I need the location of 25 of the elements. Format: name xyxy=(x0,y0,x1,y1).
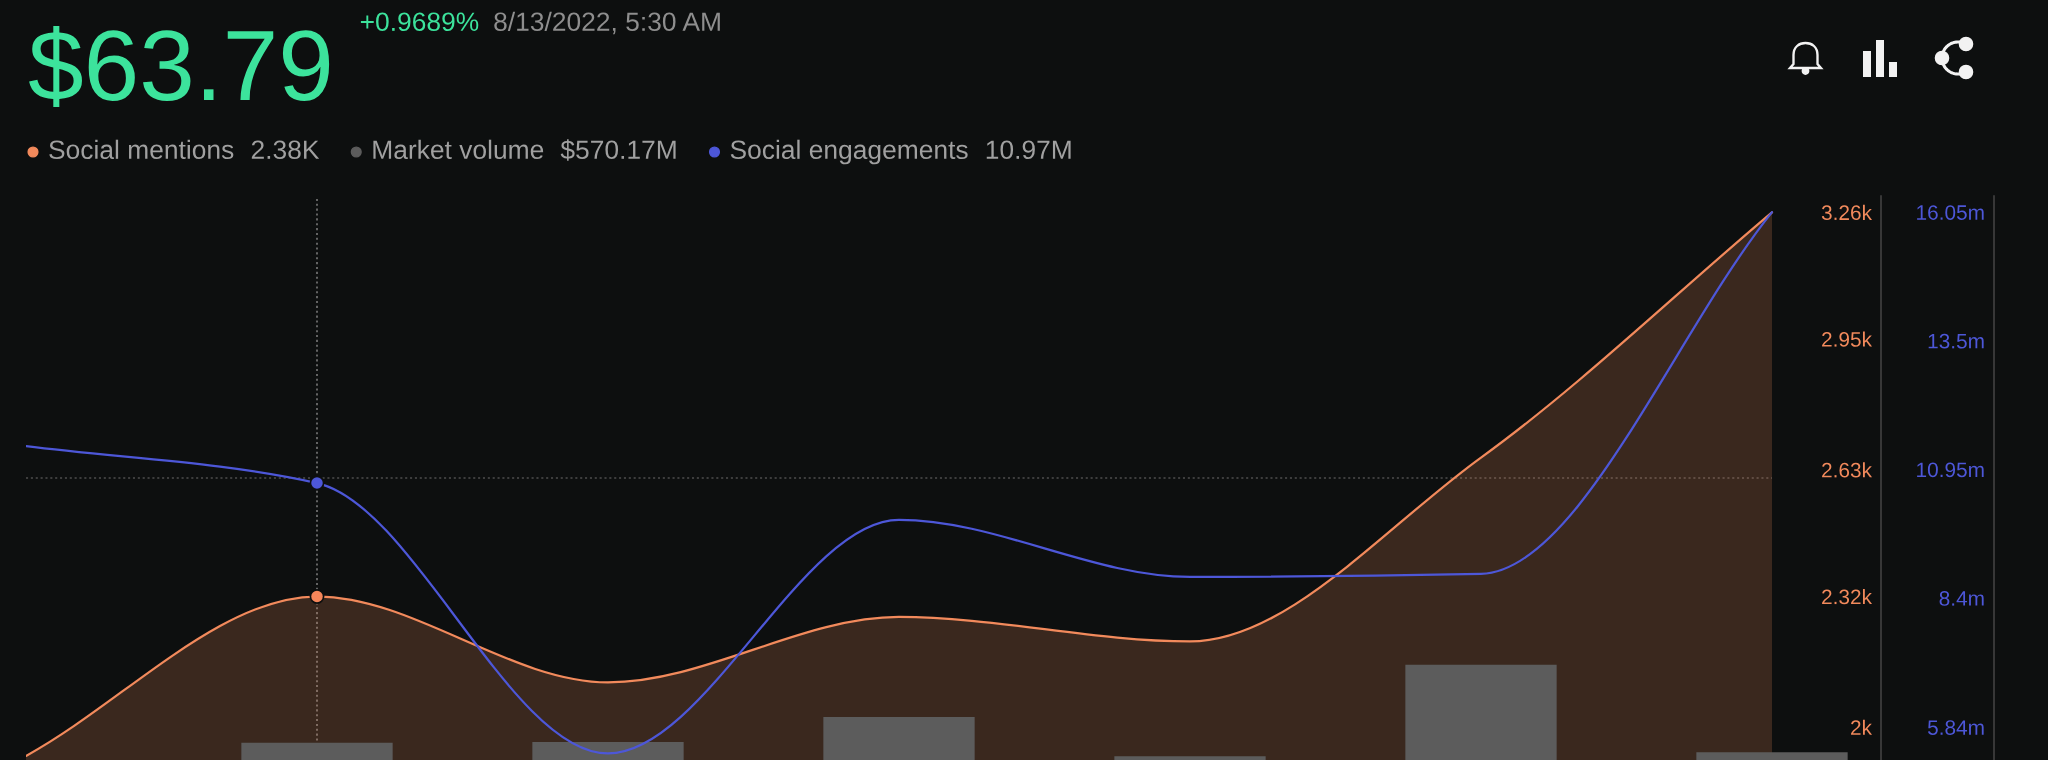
y2-tick-label: 16.05m xyxy=(1917,205,1984,220)
bar xyxy=(532,741,684,760)
y-tick-label: 2.63k xyxy=(1822,462,1873,478)
bar xyxy=(1405,664,1557,760)
y-tick-label: 2k xyxy=(1851,719,1873,735)
y-tick-label: 2.32k xyxy=(1822,588,1873,605)
legend-label: Social mentions xyxy=(49,139,234,160)
bar xyxy=(241,742,393,760)
legend-label: Social engagements xyxy=(730,139,968,165)
y-tick-label: 2.95k xyxy=(1822,331,1873,347)
y-tick-label: 3.26k xyxy=(1821,204,1873,221)
chart-title: $63.79 xyxy=(29,25,330,107)
y2-tick-label: 13.5m xyxy=(1928,333,1984,349)
text: 8/13/2022, 5:30 AM xyxy=(494,11,720,35)
y2-tick-label: 8.4m xyxy=(1939,591,1984,606)
y2-tick-label: 10.95m xyxy=(1917,462,1984,478)
y2-tick-label: 5.84m xyxy=(1927,720,1984,735)
legend-label: Market volume xyxy=(373,139,544,160)
text: 2.38K xyxy=(251,140,320,160)
bar xyxy=(1696,752,1848,760)
text: 10.97M xyxy=(986,140,1071,160)
chart-subtitle: +0.9689% xyxy=(360,12,479,32)
bar xyxy=(823,717,975,760)
bar xyxy=(1114,756,1266,760)
text: $570.17M xyxy=(560,139,676,161)
